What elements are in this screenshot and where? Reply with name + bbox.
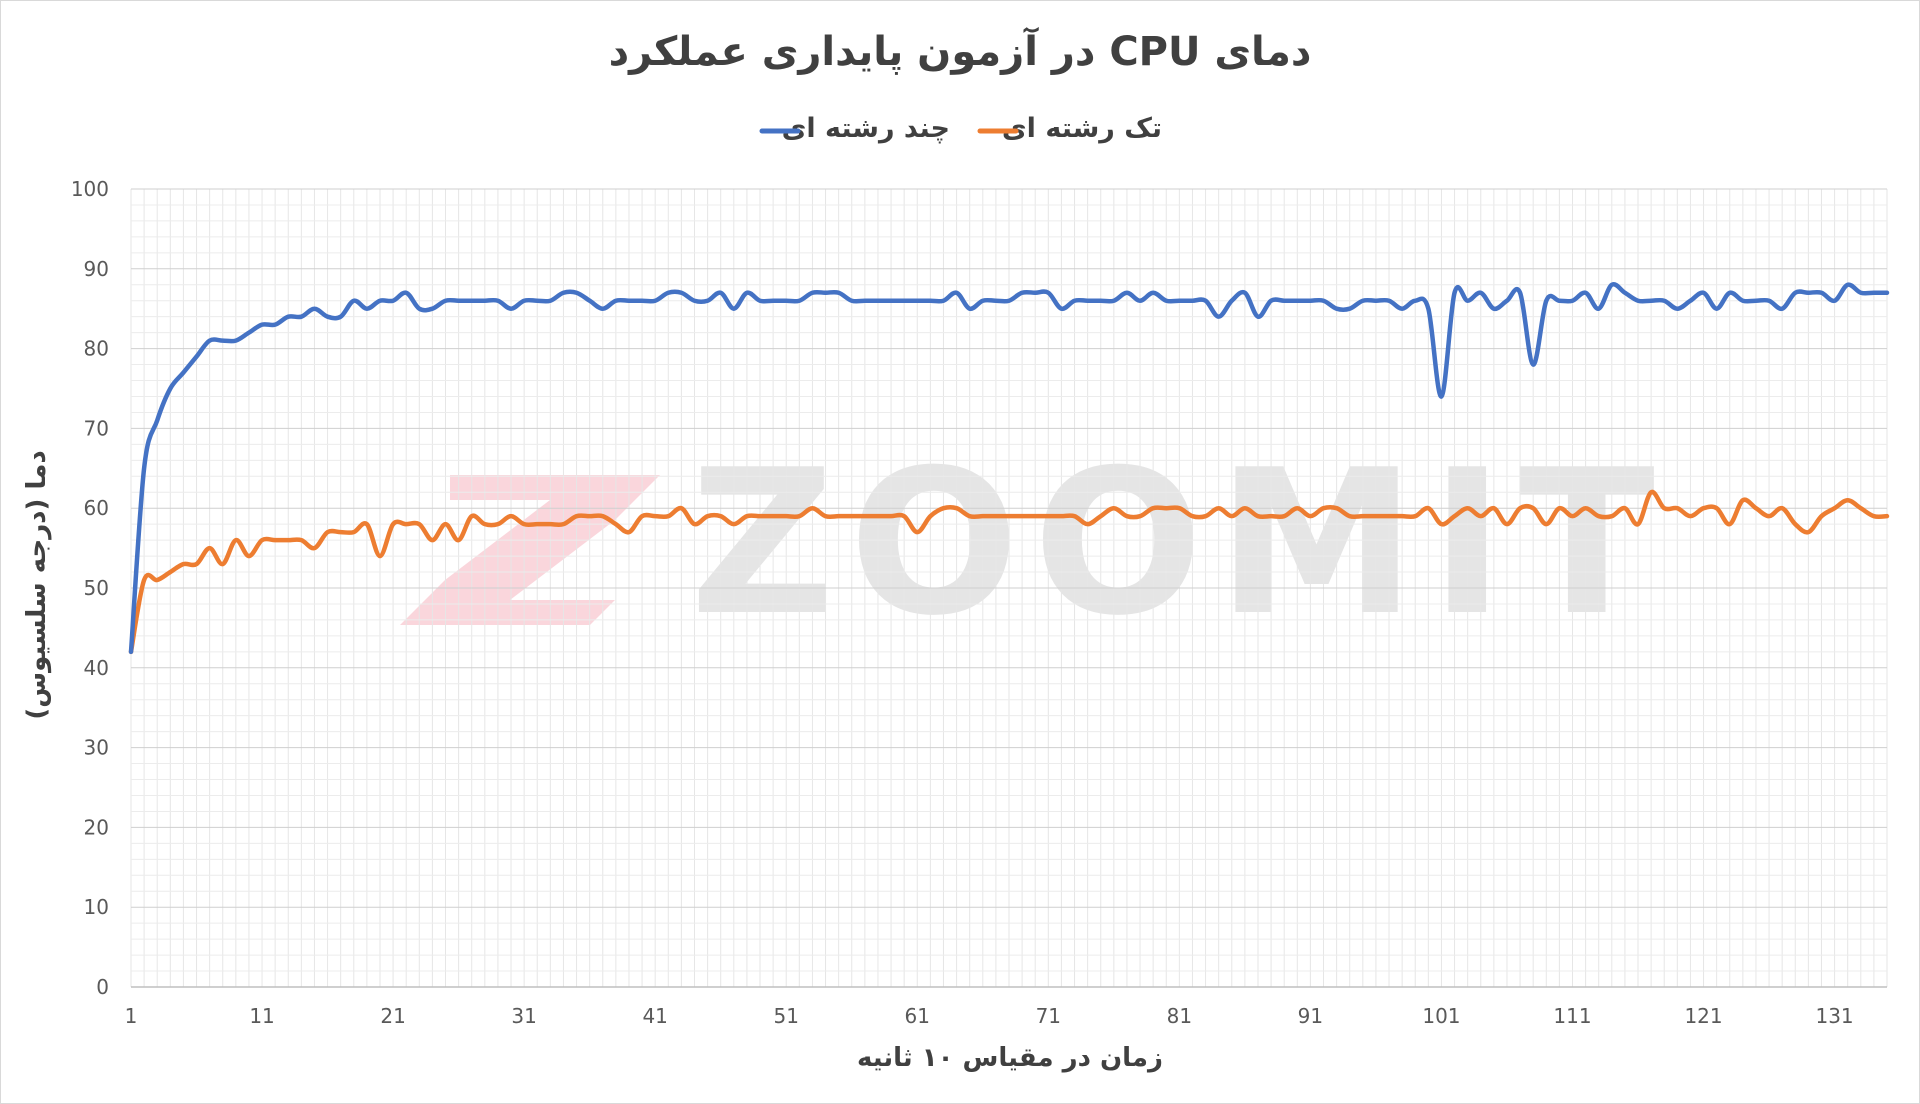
y-tick-label: 80 — [84, 337, 109, 361]
legend-label-1: چند رشته ای — [782, 113, 950, 144]
x-tick-label: 1 — [125, 1004, 138, 1028]
x-tick-label: 101 — [1422, 1004, 1460, 1028]
x-axis: 1 11 21 31 41 51 61 71 81 91 101 111 121 131 — [125, 1004, 1854, 1028]
chart-title: دمای CPU در آزمون پایداری عملکرد — [609, 26, 1312, 75]
x-tick-label: 61 — [905, 1004, 930, 1028]
x-tick-label: 131 — [1815, 1004, 1853, 1028]
x-tick-label: 21 — [380, 1004, 405, 1028]
x-tick-label: 11 — [249, 1004, 274, 1028]
y-tick-label: 30 — [84, 736, 109, 760]
y-axis-label: دما (درجه سلسیوس) — [22, 450, 52, 719]
x-tick-label: 121 — [1684, 1004, 1722, 1028]
plot-grid — [130, 188, 1888, 988]
series-lines — [128, 282, 1890, 655]
x-tick-label: 51 — [773, 1004, 798, 1028]
y-tick-label: 100 — [71, 177, 109, 201]
x-tick-label: 31 — [511, 1004, 536, 1028]
y-tick-label: 50 — [84, 576, 109, 600]
series-line-0 — [128, 282, 1890, 655]
x-tick-label: 81 — [1167, 1004, 1192, 1028]
y-tick-label: 10 — [84, 895, 109, 919]
legend-label-0: تک رشته ای — [1002, 113, 1162, 144]
y-tick-label: 90 — [84, 257, 109, 281]
y-tick-label: 40 — [84, 656, 109, 680]
x-axis-label: زمان در مقیاس ۱۰ ثانیه — [857, 1043, 1163, 1073]
y-tick-label: 70 — [84, 416, 109, 440]
y-tick-label: 20 — [84, 815, 109, 839]
x-tick-label: 71 — [1036, 1004, 1061, 1028]
y-tick-label: 60 — [84, 496, 109, 520]
x-tick-label: 41 — [642, 1004, 667, 1028]
y-axis: 0 10 20 30 40 50 60 70 80 90 100 — [71, 177, 109, 999]
x-tick-label: 111 — [1553, 1004, 1591, 1028]
zoomit-watermark: ZOOMIT — [400, 427, 1655, 660]
x-tick-label: 91 — [1298, 1004, 1323, 1028]
y-tick-label: 0 — [96, 975, 109, 999]
legend: تک رشته ای چند رشته ای — [759, 113, 1162, 144]
watermark-logo-icon — [400, 475, 660, 625]
series-line-1 — [128, 489, 1890, 655]
